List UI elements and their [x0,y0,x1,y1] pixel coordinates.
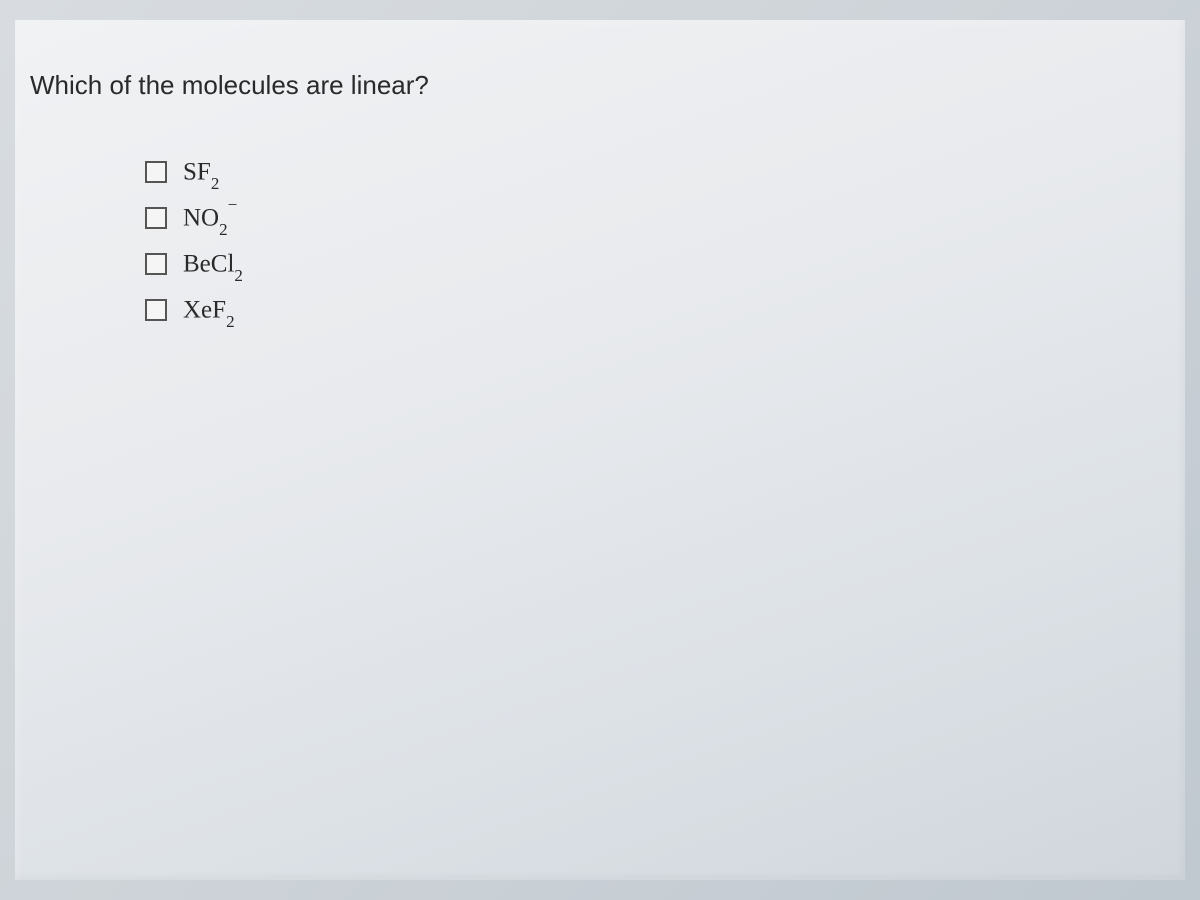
checkbox-option-2[interactable] [145,207,167,229]
option-row: BeCl2 [145,248,1170,280]
formula-superscript: − [228,195,238,214]
formula-subscript: 2 [219,220,228,239]
option-label-2: NO2− [183,202,237,234]
formula-subscript: 2 [211,174,220,193]
option-label-1: SF2 [183,156,219,188]
option-row: NO2− [145,202,1170,234]
options-list: SF2 NO2− BeCl2 XeF2 [30,156,1170,326]
option-label-3: BeCl2 [183,248,243,280]
checkbox-option-3[interactable] [145,253,167,275]
formula-base: NO [183,204,219,231]
formula-base: SF [183,158,211,185]
formula-base: XeF [183,296,226,323]
question-panel: Which of the molecules are linear? SF2 N… [15,20,1185,880]
formula-base: BeCl [183,250,234,277]
checkbox-option-1[interactable] [145,161,167,183]
formula-subscript: 2 [226,312,235,331]
option-label-4: XeF2 [183,294,235,326]
formula-subscript: 2 [234,266,243,285]
option-row: XeF2 [145,294,1170,326]
question-prompt: Which of the molecules are linear? [30,70,1170,101]
option-row: SF2 [145,156,1170,188]
checkbox-option-4[interactable] [145,299,167,321]
